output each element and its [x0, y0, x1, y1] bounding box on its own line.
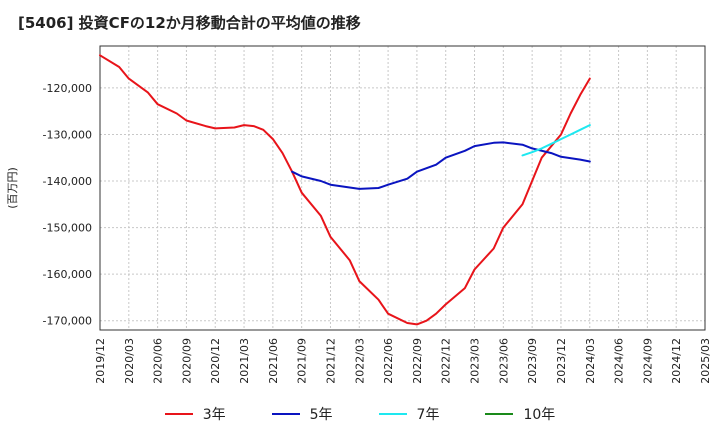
y-tick-label: -160,000 [43, 268, 92, 281]
x-tick-label: 2024/12 [670, 338, 683, 384]
legend-label-7y: 7年 [416, 407, 440, 423]
x-tick-label: 2023/12 [555, 338, 568, 384]
x-tick-label: 2023/09 [526, 338, 539, 384]
x-tick-label: 2020/12 [209, 338, 222, 384]
legend: 3年 5年 7年 10年 [0, 404, 720, 424]
y-tick-label: -150,000 [43, 222, 92, 235]
x-tick-label: 2022/12 [440, 338, 453, 384]
legend-swatch-3y [164, 413, 193, 415]
legend-label-5y: 5年 [309, 407, 333, 423]
x-tick-label: 2024/03 [584, 338, 597, 384]
x-tick-label: 2024/09 [641, 338, 654, 384]
x-tick-label: 2021/12 [324, 338, 337, 384]
x-tick-label: 2022/06 [382, 338, 395, 384]
legend-label-10y: 10年 [523, 407, 556, 423]
y-tick-label: -130,000 [43, 128, 92, 141]
x-tick-label: 2022/03 [353, 338, 366, 384]
x-tick-label: 2021/09 [296, 338, 309, 384]
x-tick-label: 2020/09 [180, 338, 193, 384]
x-tick-label: 2024/06 [613, 338, 626, 384]
plot-frame [99, 45, 706, 331]
chart-title: [5406] 投資CFの12か月移動合計の平均値の推移 [18, 14, 361, 32]
legend-label-3y: 3年 [202, 407, 226, 423]
legend-swatch-5y [271, 413, 300, 415]
legend-swatch-7y [378, 413, 407, 415]
legend-item-3y: 3年 [164, 404, 226, 424]
x-tick-label: 2021/03 [238, 338, 251, 384]
legend-item-5y: 5年 [271, 404, 333, 424]
series-line-0 [99, 54, 591, 326]
series-line-1 [291, 141, 591, 190]
x-tick-label: 2023/03 [469, 338, 482, 384]
legend-swatch-10y [485, 413, 514, 415]
legend-item-7y: 7年 [378, 404, 440, 424]
x-tick-label: 2022/09 [411, 338, 424, 384]
y-axis-label: (百万円) [6, 167, 19, 209]
x-tick-label: 2023/06 [497, 338, 510, 384]
y-tick-label: -170,000 [43, 315, 92, 328]
legend-item-10y: 10年 [485, 404, 555, 424]
x-tick-label: 2021/06 [267, 338, 280, 384]
x-tick-label: 2025/03 [699, 338, 712, 384]
x-tick-label: 2019/12 [94, 338, 107, 384]
line-chart: 2019/12 2020/03 2020/06 2020/09 2020/12 2021/… [6, 45, 712, 384]
x-tick-label: 2020/06 [152, 338, 165, 384]
y-tick-label: -120,000 [43, 82, 92, 95]
x-tick-label: 2020/03 [123, 338, 136, 384]
series-line-2 [521, 124, 591, 157]
y-tick-label: -140,000 [43, 175, 92, 188]
